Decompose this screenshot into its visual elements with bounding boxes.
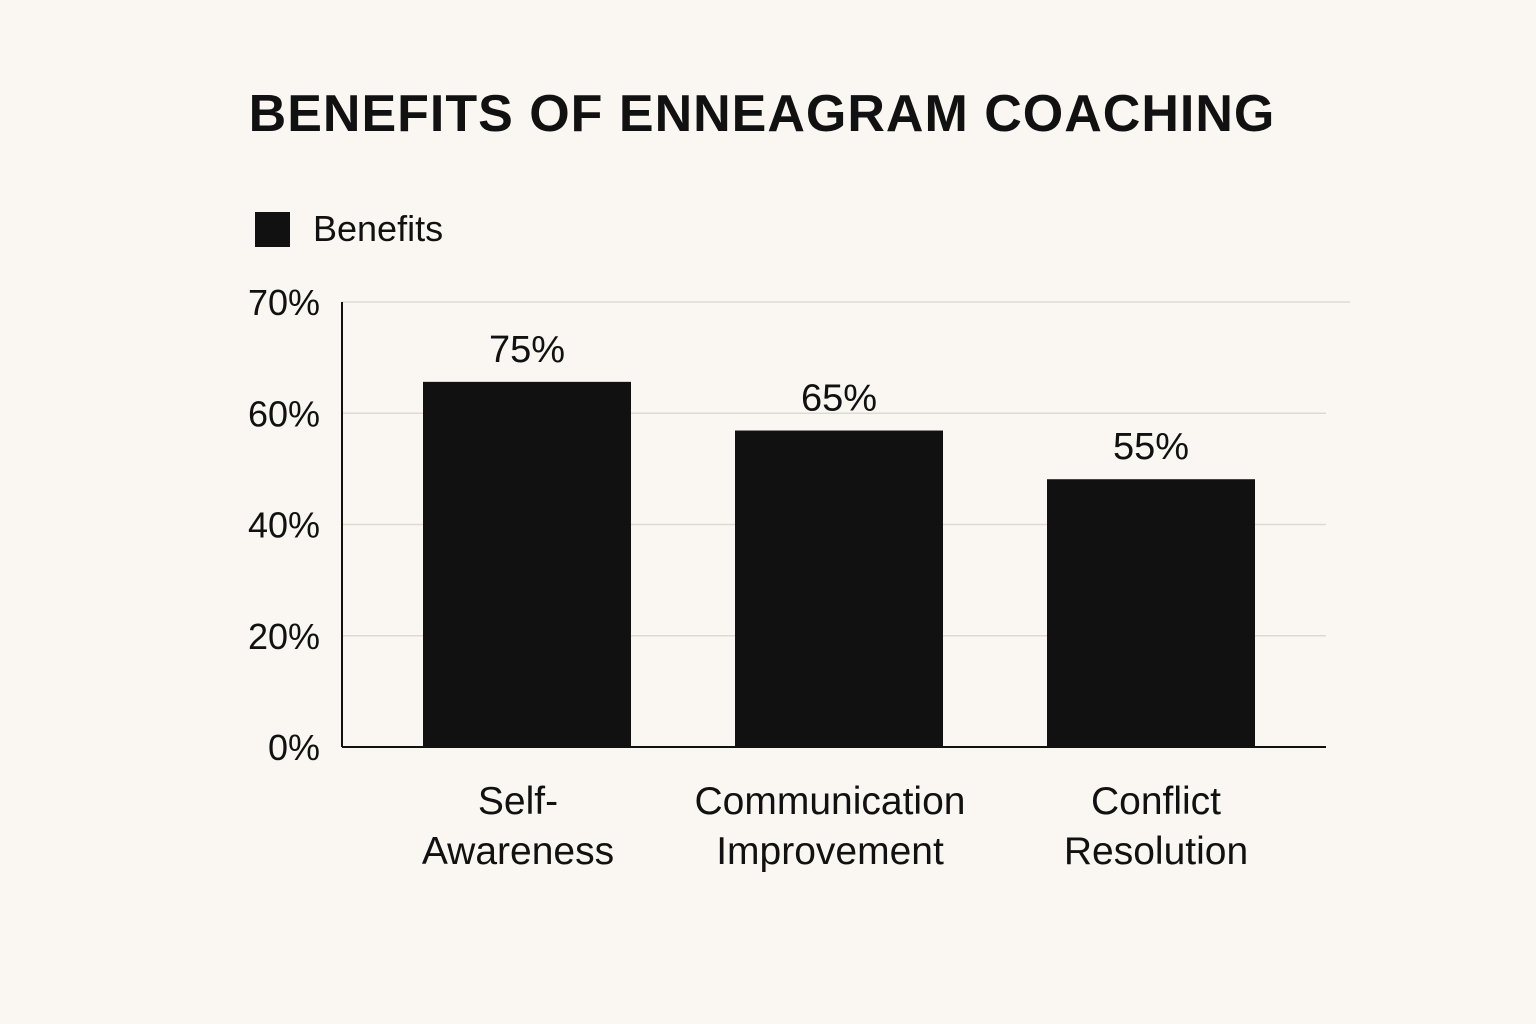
bar — [735, 430, 943, 747]
y-tick-label: 60% — [248, 393, 320, 434]
bar — [423, 381, 631, 747]
legend-swatch — [255, 211, 290, 247]
y-tick-label: 20% — [248, 616, 320, 657]
data-label: 65% — [801, 378, 877, 420]
legend: Benefits — [255, 208, 443, 250]
legend-label: Benefits — [313, 208, 444, 249]
x-tick-label: Self- — [478, 780, 558, 823]
x-tick-label: Improvement — [716, 830, 944, 873]
x-tick-label: Resolution — [1064, 830, 1248, 873]
x-tick-label: Awareness — [422, 830, 614, 873]
y-tick-label: 40% — [248, 505, 320, 546]
y-tick-label: 70% — [248, 282, 320, 323]
chart-title: BENEFITS OF ENNEAGRAM COACHING — [248, 85, 1276, 143]
bar — [1047, 479, 1255, 747]
data-label: 55% — [1113, 426, 1189, 468]
x-tick-label: Communication — [695, 780, 966, 823]
data-label: 75% — [489, 329, 565, 371]
y-tick-label: 0% — [268, 727, 320, 768]
x-tick-label: Conflict — [1091, 780, 1221, 823]
